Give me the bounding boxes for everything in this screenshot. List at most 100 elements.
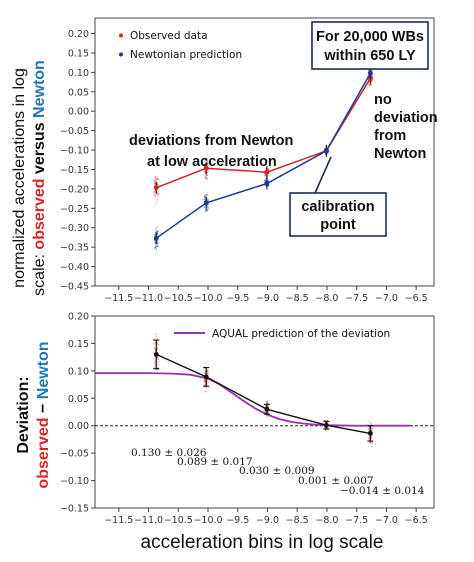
observed-sample-dot: [156, 199, 158, 201]
deviation-scatter-cloud: [153, 333, 374, 448]
newtonian-sample-dot: [204, 211, 206, 213]
deviation-sample-dot: [371, 437, 373, 439]
newtonian-sample-dot: [156, 244, 159, 246]
top-ylabel-prefix: scale:: [31, 250, 48, 296]
deviation-sample-dot: [157, 361, 159, 363]
observed-sample-dot: [369, 85, 371, 88]
calibration-line2: point: [320, 217, 356, 233]
observed-sample-dot: [154, 182, 156, 184]
top-ylabel-observed: observed: [31, 178, 48, 249]
bottom-legend: AQUAL prediction of the deviation: [174, 328, 390, 340]
y-tick-label: −0.45: [60, 282, 89, 293]
box-line2: within 650 LY: [323, 48, 416, 64]
deviation-sample-dot: [207, 373, 209, 376]
observed-sample-dot: [158, 193, 160, 196]
plot-frame: [94, 17, 435, 287]
deviation-value-label: 0.001 ± 0.007: [298, 475, 374, 487]
observed-sample-dot: [154, 177, 156, 179]
legend-marker: [119, 52, 123, 57]
x-tick-label: −10.5: [164, 293, 193, 304]
top-ylabel-versus: versus: [31, 118, 48, 178]
observed-sample-dot: [205, 174, 207, 176]
newtonian-sample-dot: [207, 209, 209, 211]
observed-point: [264, 169, 270, 175]
deviation-sample-dot: [157, 343, 160, 346]
deviation-point: [367, 430, 373, 436]
newtonian-sample-dot: [206, 194, 208, 196]
deviation-sample-dot: [368, 421, 371, 423]
observed-sample-dot: [152, 178, 155, 181]
no-deviation-line3: from: [374, 128, 406, 144]
deviation-sample-dot: [207, 381, 210, 384]
newtonian-point: [367, 70, 373, 76]
top-ylabel-newton: Newton: [31, 60, 48, 118]
aqual-legend-label: AQUAL prediction of the deviation: [212, 328, 390, 340]
newtonian-sample-dot: [156, 226, 158, 228]
bottom-ylabel-line1: Deviation:: [15, 376, 32, 453]
newtonian-sample-dot: [204, 196, 206, 198]
deviation-sample-dot: [204, 384, 206, 386]
deviation-point: [264, 406, 270, 412]
x-tick-label: −11.5: [104, 293, 133, 304]
deviation-value-label: 0.089 ± 0.017: [177, 456, 253, 468]
observed-sample-dot: [204, 158, 207, 161]
deviation-point: [323, 422, 329, 428]
y-tick-label: −0.15: [60, 165, 89, 176]
observed-sample-dot: [206, 157, 208, 160]
top-ylabel-line1: normalized accelerations in log: [11, 68, 28, 288]
deviation-sample-dot: [324, 429, 327, 431]
y-tick-label: 0.00: [68, 107, 89, 118]
x-tick-label: −8.0: [315, 515, 338, 526]
x-tick-label: −8.0: [315, 293, 338, 304]
newtonian-sample-dot: [324, 153, 327, 156]
observed-sample-dot: [157, 192, 159, 194]
y-tick-label: 0.05: [68, 87, 89, 98]
x-tick-label: −9.5: [226, 293, 249, 304]
y-tick-label: 0.15: [68, 339, 89, 350]
newtonian-sample-dot: [154, 229, 157, 231]
deviation-value-label: 0.130 ± 0.026: [131, 447, 207, 459]
box-line1: For 20,000 WBs: [316, 29, 424, 45]
top-legend: Observed data Newtonian prediction: [119, 30, 242, 61]
x-tick-label: −10.5: [164, 515, 193, 526]
newtonian-sample-dot: [208, 206, 210, 208]
observed-sample-dot: [155, 200, 158, 202]
y-tick-label: 0.20: [68, 29, 89, 40]
top-chart: −11.5 −11.0 −10.5 −10.0 −9.5 −9.0 −8.5 −8.0 −7.5…: [60, 17, 435, 304]
deviation-point: [203, 374, 209, 380]
bottom-ylabel-newton: Newton: [35, 341, 52, 399]
newtonian-sample-dot: [154, 242, 156, 244]
x-tick-label: −7.5: [345, 515, 368, 526]
y-tick-label: −0.35: [60, 243, 89, 254]
newtonian-point: [203, 200, 209, 206]
deviation-sample-dot: [371, 442, 373, 445]
deviation-sample-dot: [204, 381, 206, 383]
y-tick-label: −0.15: [60, 504, 89, 515]
observed-sample-dot: [206, 174, 208, 177]
calibration-line1: calibration: [301, 199, 374, 215]
x-tick-label: −11.5: [104, 515, 133, 526]
top-ylabel-line2: scale: observed versus Newton: [31, 60, 48, 296]
deviation-sample-dot: [368, 428, 370, 430]
x-tick-label: −10.0: [193, 293, 222, 304]
x-tick-label: −10.0: [193, 515, 222, 526]
observed-sample-dot: [208, 164, 210, 166]
observed-sample-dot: [154, 195, 156, 198]
deviation-sample-dot: [371, 427, 374, 430]
y-tick-label: 0.15: [68, 48, 89, 59]
deviation-sample-dot: [157, 363, 160, 366]
deviation-sample-dot: [156, 337, 158, 340]
bottom-ylabel-observed: observed: [35, 417, 52, 488]
y-tick-label: 0.10: [68, 68, 89, 79]
deviation-sample-dot: [153, 366, 156, 368]
deviation-sample-dot: [266, 415, 269, 418]
deviation-point: [153, 352, 159, 357]
observed-sample-dot: [205, 160, 207, 163]
newtonian-sample-dot: [155, 249, 158, 251]
observed-point: [203, 165, 209, 171]
x-tick-label: −9.5: [226, 515, 249, 526]
newtonian-point: [264, 181, 270, 186]
deviation-sample-dot: [371, 445, 373, 448]
newtonian-sample-dot: [205, 209, 207, 211]
legend-marker: [119, 33, 123, 38]
